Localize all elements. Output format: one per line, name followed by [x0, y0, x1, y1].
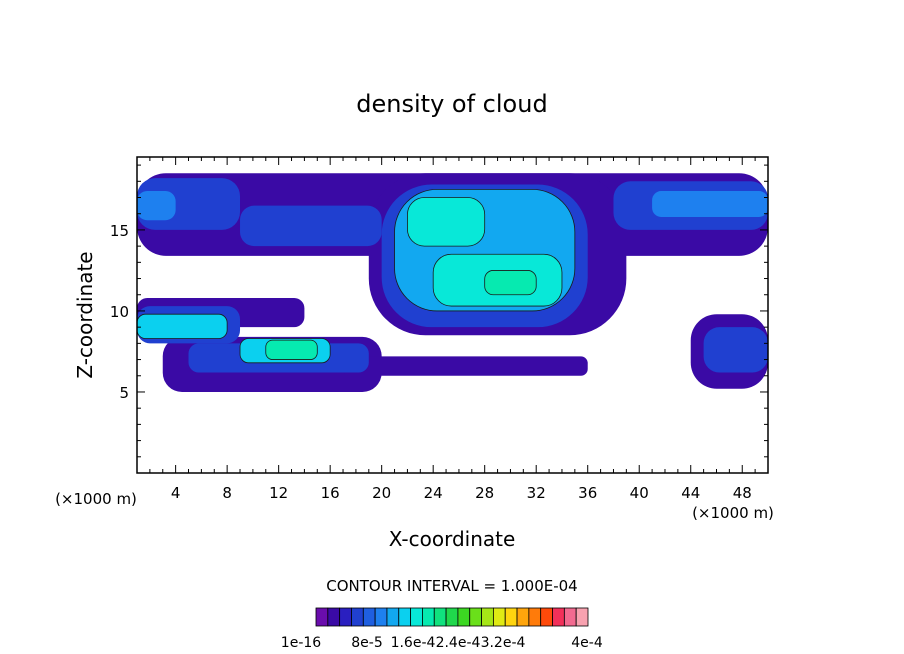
x-tick-label: 20	[372, 484, 391, 502]
x-tick-label: 48	[733, 484, 752, 502]
y-tick-label: 15	[110, 222, 129, 240]
colorbar-tick-label: 3.2e-4	[481, 635, 526, 651]
x-tick-label: 32	[527, 484, 546, 502]
colorbar-swatch	[422, 607, 435, 627]
x-tick-label: 40	[630, 484, 649, 502]
colorbar-swatch	[481, 607, 494, 627]
colorbar	[315, 607, 589, 627]
colorbar-swatch	[504, 607, 518, 627]
x-tick-label: 4	[171, 484, 181, 502]
colorbar-swatch	[445, 607, 459, 627]
density-region	[343, 356, 588, 376]
density-region	[703, 327, 768, 373]
x-tick-label: 44	[681, 484, 700, 502]
colorbar-swatch	[528, 607, 542, 627]
colorbar-swatch	[315, 607, 329, 627]
colorbar-swatch	[492, 607, 506, 627]
colorbar-swatch	[575, 607, 589, 627]
y-tick-label: 5	[119, 384, 129, 402]
density-region	[137, 191, 176, 221]
cloud-density-field	[137, 173, 768, 392]
colorbar-swatch	[563, 607, 577, 627]
density-region	[407, 197, 486, 247]
x-tick-label: 24	[424, 484, 443, 502]
contour-interval-label: CONTOUR INTERVAL = 1.000E-04	[326, 577, 577, 595]
colorbar-tick-label: 1e-16	[281, 635, 321, 651]
density-region	[265, 339, 318, 360]
colorbar-swatch	[469, 607, 482, 627]
x-tick-label: 12	[269, 484, 288, 502]
x-tick-label: 8	[222, 484, 232, 502]
density-region	[137, 313, 228, 339]
colorbar-swatch	[540, 607, 553, 627]
chart-title: density of cloud	[356, 90, 547, 118]
y-tick-label: 10	[110, 303, 129, 321]
colorbar-swatch	[351, 607, 364, 627]
colorbar-tick-label: 2.4e-4	[436, 635, 481, 651]
colorbar-swatch	[516, 607, 530, 627]
colorbar-swatch	[457, 607, 471, 627]
z-unit-label: (×1000 m)	[55, 490, 137, 508]
colorbar-swatch	[410, 607, 423, 627]
density-region	[484, 270, 537, 296]
colorbar-tick-label: 1.6e-4	[391, 635, 436, 651]
colorbar-swatch	[327, 607, 341, 627]
colorbar-labels: 1e-16 8e-5 1.6e-4 2.4e-4 3.2e-4 4e-4	[281, 635, 603, 651]
colorbar-swatch	[374, 607, 388, 627]
colorbar-swatch	[398, 607, 412, 627]
colorbar-swatch	[386, 607, 400, 627]
x-axis-label: X-coordinate	[389, 527, 516, 551]
density-region	[652, 191, 768, 217]
colorbar-swatch	[552, 607, 565, 627]
x-tick-label: 16	[321, 484, 340, 502]
colorbar-swatch	[362, 607, 376, 627]
y-axis-label: Z-coordinate	[73, 251, 97, 378]
x-tick-label: 28	[475, 484, 494, 502]
colorbar-swatch	[433, 607, 447, 627]
colorbar-tick-label: 8e-5	[351, 635, 382, 651]
x-unit-label: (×1000 m)	[692, 504, 774, 522]
plot-frame	[136, 156, 769, 474]
x-tick-label: 36	[578, 484, 597, 502]
colorbar-swatch	[339, 607, 352, 627]
density-region	[240, 205, 382, 247]
colorbar-tick-label: 4e-4	[571, 635, 603, 651]
